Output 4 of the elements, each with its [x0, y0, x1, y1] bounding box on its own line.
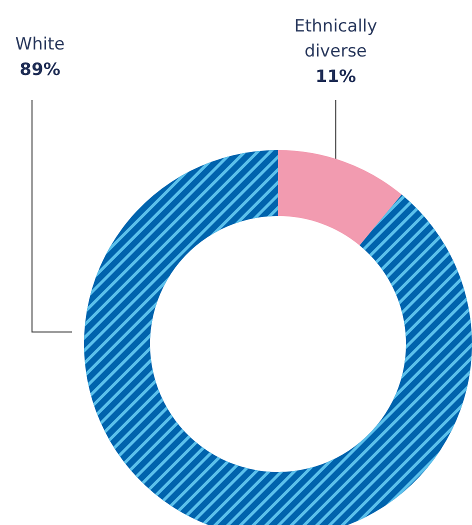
slice-label: White: [15, 34, 65, 54]
slice-label: Ethnically diverse: [294, 16, 378, 62]
data-label: 11%: [315, 67, 356, 87]
data-label: 89%: [20, 60, 60, 80]
